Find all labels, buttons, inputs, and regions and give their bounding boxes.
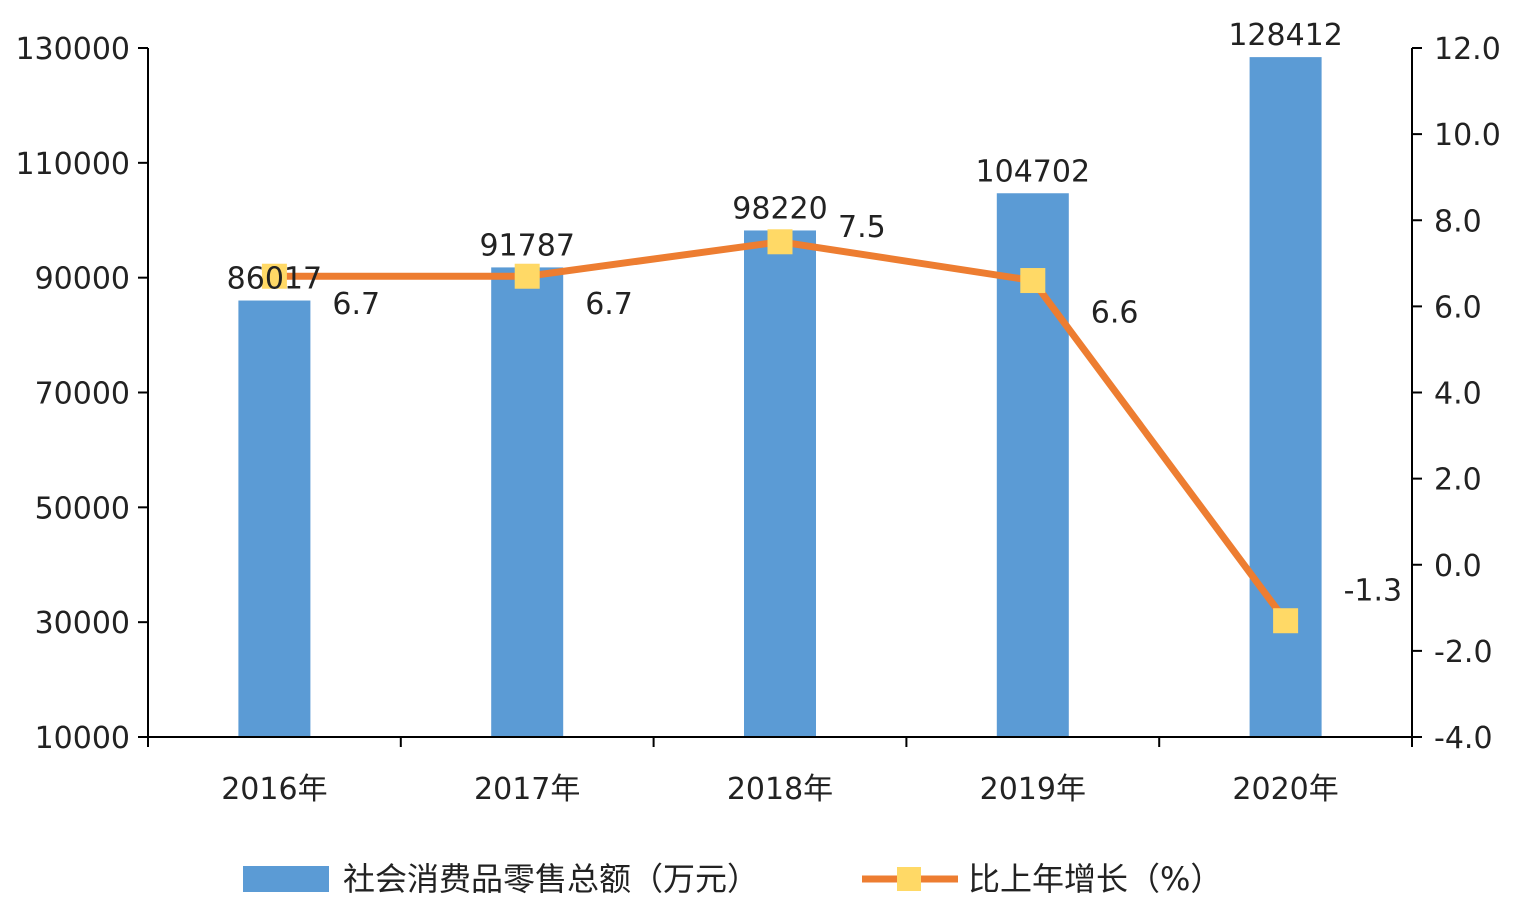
bar-4 [1249,57,1322,737]
right-tick-label-4: 4.0 [1434,377,1482,412]
legend-line-marker [897,867,921,891]
left-tick-label-2: 50000 [35,491,130,526]
bar-0 [238,300,311,737]
left-tick-label-0: 10000 [35,721,130,756]
data-labels-group: 86017 91787 98220 104702 128412 6.7 6.7 7.5 6.6 -… [227,18,1402,609]
right-tick-label-1: -2.0 [1434,635,1493,670]
right-tick-label-7: 10.0 [1434,118,1501,153]
x-tick-label-0: 2016年 [221,772,327,807]
right-tick-label-2: 0.0 [1434,549,1482,584]
left-tick-label-6: 130000 [15,32,130,67]
left-tick-label-1: 30000 [35,606,130,641]
x-tick-label-1: 2017年 [474,772,580,807]
line-series-group [261,229,1299,634]
line-value-label-3: 6.6 [1091,296,1139,331]
axes-group: 10000 30000 50000 70000 90000 110000 130000 -4.… [15,32,1500,807]
line-value-label-4: -1.3 [1344,574,1403,609]
growth-marker-4 [1273,608,1299,634]
right-tick-label-0: -4.0 [1434,721,1493,756]
left-tick-label-3: 70000 [35,377,130,412]
bar-value-label-4: 128412 [1228,18,1343,53]
growth-marker-3 [1020,268,1046,294]
line-value-label-2: 7.5 [838,210,886,245]
left-tick-label-4: 90000 [35,262,130,297]
bar-value-label-2: 98220 [732,191,827,226]
x-tick-label-2: 2018年 [727,772,833,807]
right-tick-label-3: 2.0 [1434,463,1482,498]
right-tick-label-8: 12.0 [1434,32,1501,67]
growth-marker-0 [261,263,287,289]
bar-value-label-1: 91787 [479,228,574,263]
bars-group [238,57,1322,738]
bar-value-label-0: 86017 [227,262,322,297]
growth-marker-1 [514,263,540,289]
legend: 社会消费品零售总额（万元） 比上年增长（%） [243,860,1222,898]
right-tick-label-6: 8.0 [1434,204,1482,239]
line-value-label-0: 6.7 [332,287,380,322]
left-tick-label-5: 110000 [15,147,130,182]
x-tick-label-4: 2020年 [1232,772,1338,807]
line-value-label-1: 6.7 [585,287,633,322]
growth-marker-2 [767,229,793,255]
legend-bar-swatch [243,866,329,892]
right-tick-label-5: 6.0 [1434,290,1482,325]
x-tick-label-3: 2019年 [980,772,1086,807]
legend-bar-label: 社会消费品零售总额（万元） [343,860,759,898]
bar-value-label-3: 104702 [976,154,1091,189]
bar-1 [491,267,564,737]
legend-line-label: 比上年增长（%） [968,860,1222,898]
bar-2 [744,230,816,738]
